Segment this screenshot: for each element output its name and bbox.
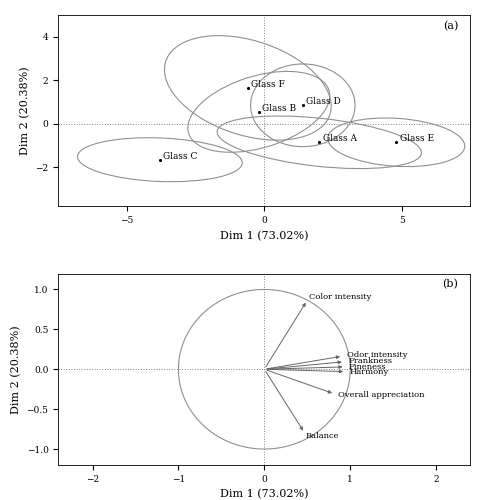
X-axis label: Dim 1 (73.02%): Dim 1 (73.02%) xyxy=(220,231,308,241)
Text: Balance: Balance xyxy=(305,432,339,440)
X-axis label: Dim 1 (73.02%): Dim 1 (73.02%) xyxy=(220,490,308,500)
Y-axis label: Dim 2 (20.38%): Dim 2 (20.38%) xyxy=(19,66,30,155)
Text: Glass F: Glass F xyxy=(251,80,285,89)
Text: Overall appreciation: Overall appreciation xyxy=(337,391,424,399)
Text: Fineness: Fineness xyxy=(348,362,386,370)
Text: Glass B: Glass B xyxy=(261,104,296,112)
Text: Glass E: Glass E xyxy=(399,134,433,143)
Y-axis label: Dim 2 (20.38%): Dim 2 (20.38%) xyxy=(11,325,21,414)
Text: Glass D: Glass D xyxy=(305,97,340,106)
Text: Frankness: Frankness xyxy=(348,358,391,366)
Text: (a): (a) xyxy=(442,20,457,31)
Text: Harmony: Harmony xyxy=(348,368,388,376)
Text: Glass A: Glass A xyxy=(322,134,356,143)
Text: Color intensity: Color intensity xyxy=(308,294,371,302)
Text: Glass C: Glass C xyxy=(163,152,197,160)
Text: Odor intensity: Odor intensity xyxy=(346,352,407,360)
Text: (b): (b) xyxy=(441,280,457,289)
